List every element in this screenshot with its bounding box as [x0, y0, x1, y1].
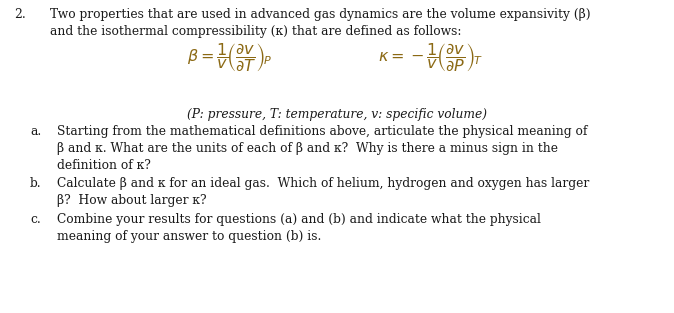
Text: a.: a.	[30, 125, 41, 138]
Text: β?  How about larger κ?: β? How about larger κ?	[57, 194, 207, 207]
Text: meaning of your answer to question (b) is.: meaning of your answer to question (b) i…	[57, 230, 321, 243]
Text: (P: pressure, T: temperature, v: specific volume): (P: pressure, T: temperature, v: specifi…	[187, 108, 487, 121]
Text: Two properties that are used in advanced gas dynamics are the volume expansivity: Two properties that are used in advanced…	[50, 8, 590, 21]
Text: and the isothermal compressibility (κ) that are defined as follows:: and the isothermal compressibility (κ) t…	[50, 25, 462, 38]
Text: Starting from the mathematical definitions above, articulate the physical meanin: Starting from the mathematical definitio…	[57, 125, 587, 138]
Text: β and κ. What are the units of each of β and κ?  Why is there a minus sign in th: β and κ. What are the units of each of β…	[57, 142, 558, 155]
Text: Calculate β and κ for an ideal gas.  Which of helium, hydrogen and oxygen has la: Calculate β and κ for an ideal gas. Whic…	[57, 177, 589, 190]
Text: c.: c.	[30, 213, 40, 226]
Text: $\beta = \dfrac{1}{v}\!\left(\dfrac{\partial v}{\partial T}\right)_{\!P}$: $\beta = \dfrac{1}{v}\!\left(\dfrac{\par…	[187, 42, 272, 74]
Text: Combine your results for questions (a) and (b) and indicate what the physical: Combine your results for questions (a) a…	[57, 213, 541, 226]
Text: $\kappa = -\dfrac{1}{v}\!\left(\dfrac{\partial v}{\partial P}\right)_{\!T}$: $\kappa = -\dfrac{1}{v}\!\left(\dfrac{\p…	[377, 42, 483, 74]
Text: b.: b.	[30, 177, 42, 190]
Text: definition of κ?: definition of κ?	[57, 159, 151, 172]
Text: 2.: 2.	[14, 8, 26, 21]
